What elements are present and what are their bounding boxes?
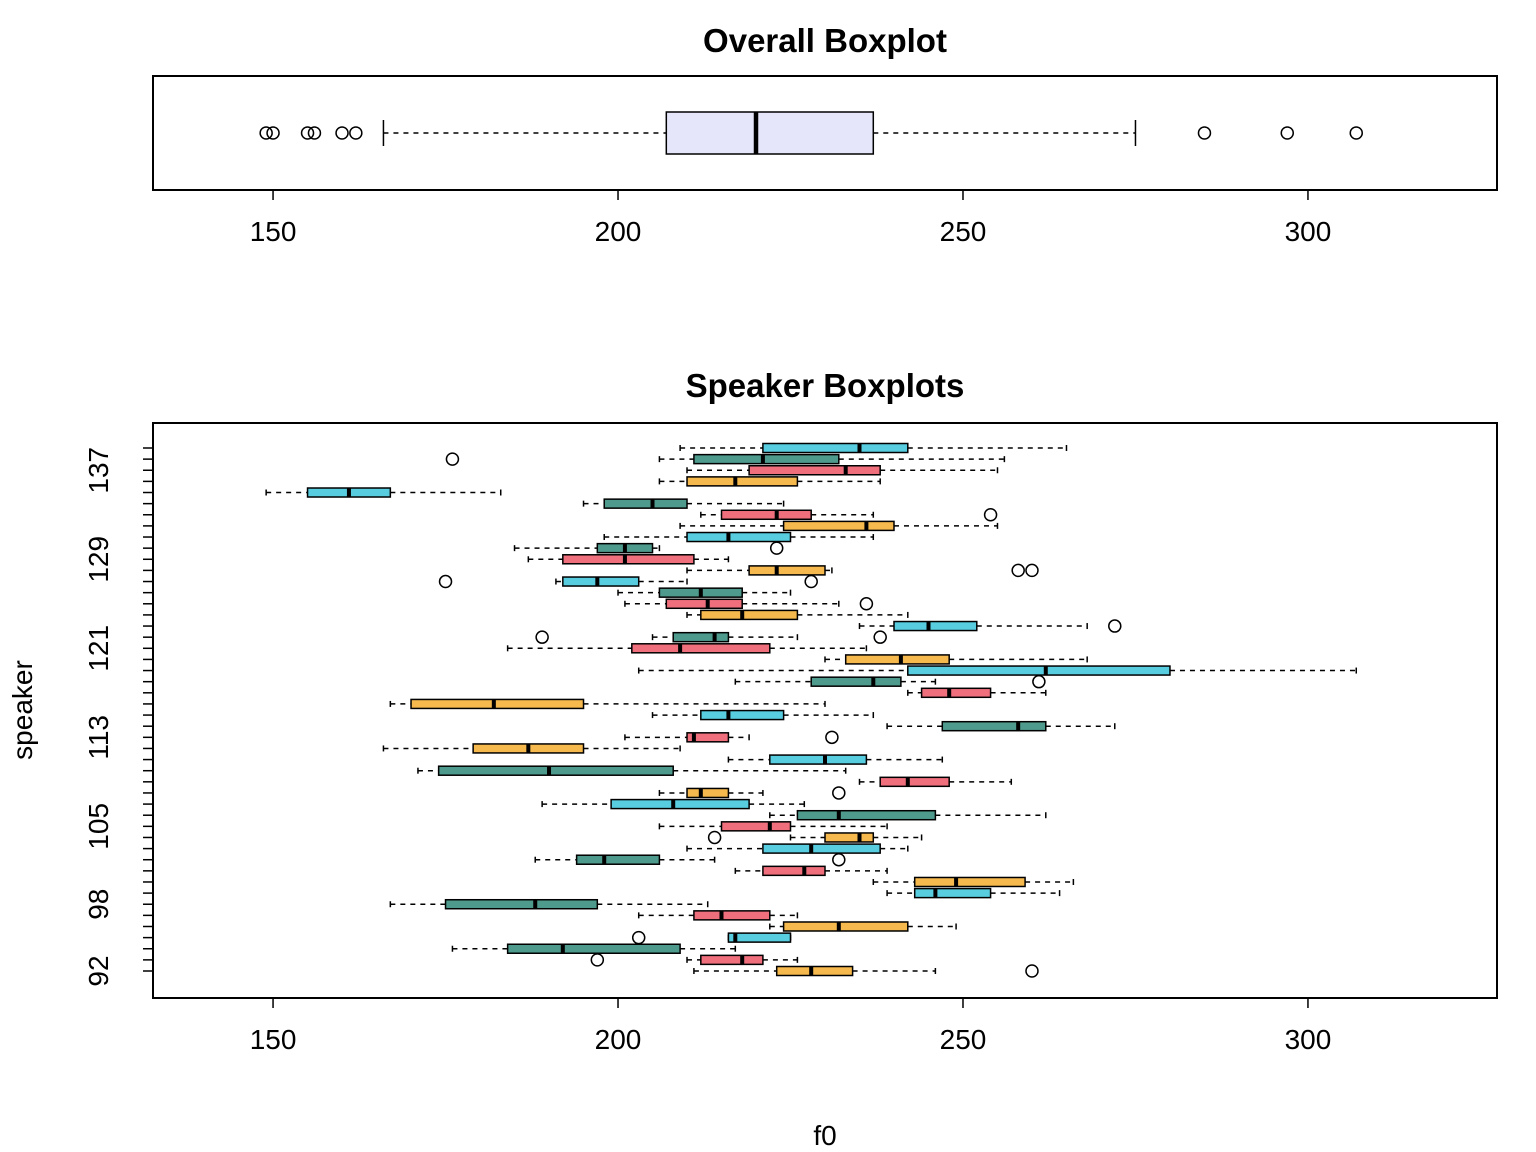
speaker-92-box [775, 965, 854, 977]
speaker-119-box [907, 665, 1171, 676]
speaker-138-outlier-point [445, 452, 460, 466]
overall-x-tick-label: 200 [595, 216, 642, 247]
overall-x-tick-label: 150 [250, 216, 297, 247]
speaker-101-box [762, 865, 826, 877]
speaker-118-box [810, 676, 902, 687]
speaker-123-box [893, 620, 978, 632]
speaker-133-box [720, 509, 812, 521]
speaker-x-axis: 150 200 250 300 [250, 997, 1332, 1055]
overall-outlier-point [300, 126, 315, 140]
speaker-x-tick-label: 250 [940, 1024, 987, 1055]
speaker-121-box [631, 643, 771, 654]
speaker-94-box [506, 943, 681, 954]
speaker-104-outlier-point [707, 830, 722, 845]
speaker-116-box [410, 698, 585, 710]
speaker-138-box [693, 453, 840, 465]
speaker-y-tick-label: 92 [83, 955, 114, 986]
overall-boxplot-marks [259, 111, 1364, 155]
speaker-139-box [762, 442, 909, 454]
speaker-boxplots-panel: Speaker Boxplots 150 200 250 300 92 98 105 113… [7, 367, 1498, 1151]
y-axis-title: speaker [7, 660, 38, 760]
overall-x-axis: 150 200 250 300 [250, 189, 1332, 247]
overall-outlier-point [1197, 126, 1212, 140]
speaker-128-box [748, 565, 826, 576]
overall-outlier-point [335, 126, 349, 140]
overall-boxplot-title: Overall Boxplot [703, 22, 947, 59]
speaker-97-box [693, 910, 771, 921]
speaker-132-box [782, 520, 895, 532]
speaker-x-tick-label: 300 [1285, 1024, 1332, 1055]
overall-outlier-point [266, 126, 280, 140]
overall-boxplot-panel: Overall Boxplot 150 200 250 300 [152, 22, 1498, 247]
speaker-123-outlier-point [1108, 619, 1122, 633]
speaker-y-axis: 92 98 105 113 121 129 137 [83, 447, 154, 987]
speaker-96-box [782, 921, 909, 932]
speaker-y-tick-label: 121 [83, 625, 114, 672]
speaker-95-outlier-point [631, 930, 646, 945]
overall-outlier-point [307, 126, 322, 140]
speaker-y-tick-label: 137 [83, 447, 114, 494]
speaker-92-outlier-point [1025, 964, 1039, 978]
speaker-113-box [686, 732, 730, 743]
speaker-y-tick-label: 98 [83, 889, 114, 920]
speaker-x-tick-label: 200 [595, 1024, 642, 1055]
speaker-102-box [575, 854, 661, 865]
speaker-129-box [562, 554, 695, 565]
speaker-boxplots-title: Speaker Boxplots [686, 367, 965, 404]
speaker-111-box [769, 754, 868, 765]
speaker-109-box [879, 776, 950, 788]
x-axis-title: f0 [813, 1120, 836, 1151]
speaker-106-box [796, 809, 937, 821]
speaker-122-box [672, 631, 730, 643]
speaker-117-box [920, 687, 992, 699]
overall-box [665, 111, 875, 155]
speaker-114-box [941, 720, 1047, 732]
speaker-136-box [686, 476, 799, 487]
speaker-128-outlier-point [1025, 563, 1039, 578]
speaker-108-outlier-point [832, 786, 846, 800]
speaker-95-box [727, 932, 792, 943]
overall-outlier-point [1280, 126, 1295, 140]
speaker-boxplot-marks [265, 442, 1358, 978]
speaker-125-box [665, 598, 743, 610]
speaker-115-box [700, 709, 785, 721]
speaker-98-box [444, 898, 599, 910]
speaker-x-tick-label: 150 [250, 1024, 297, 1055]
speaker-100-box [913, 876, 1026, 888]
speaker-134-box [603, 498, 688, 509]
speaker-y-tick-label: 105 [83, 803, 114, 850]
speaker-107-box [610, 798, 750, 810]
speaker-120-box [844, 654, 950, 665]
speaker-110-box [437, 765, 674, 776]
speaker-137-box [748, 465, 881, 476]
speaker-127-box [562, 576, 640, 587]
speaker-y-tick-label: 129 [83, 536, 114, 583]
speaker-128-outlier-point [1011, 563, 1025, 578]
overall-x-tick-label: 250 [940, 216, 987, 247]
overall-outlier-point [1349, 126, 1364, 140]
speaker-124-box [700, 609, 799, 621]
speaker-125-outlier-point [859, 597, 874, 611]
speaker-104-box [824, 832, 875, 843]
speaker-108-box [686, 787, 730, 799]
speaker-127-outlier-point [438, 574, 453, 589]
speaker-122-outlier-point [873, 630, 887, 644]
speaker-133-outlier-point [983, 508, 998, 522]
speaker-93-box [700, 954, 764, 966]
overall-outlier-point [349, 126, 363, 140]
speaker-y-tick-label: 113 [83, 715, 114, 760]
overall-x-tick-label: 300 [1285, 216, 1332, 247]
speaker-99-box [913, 887, 992, 899]
speaker-113-outlier-point [825, 730, 839, 745]
speaker-122-outlier-point [535, 630, 549, 644]
speaker-103-box [762, 843, 881, 854]
speaker-131-box [686, 531, 792, 543]
overall-outlier-point [259, 126, 273, 140]
speaker-105-box [720, 821, 792, 832]
